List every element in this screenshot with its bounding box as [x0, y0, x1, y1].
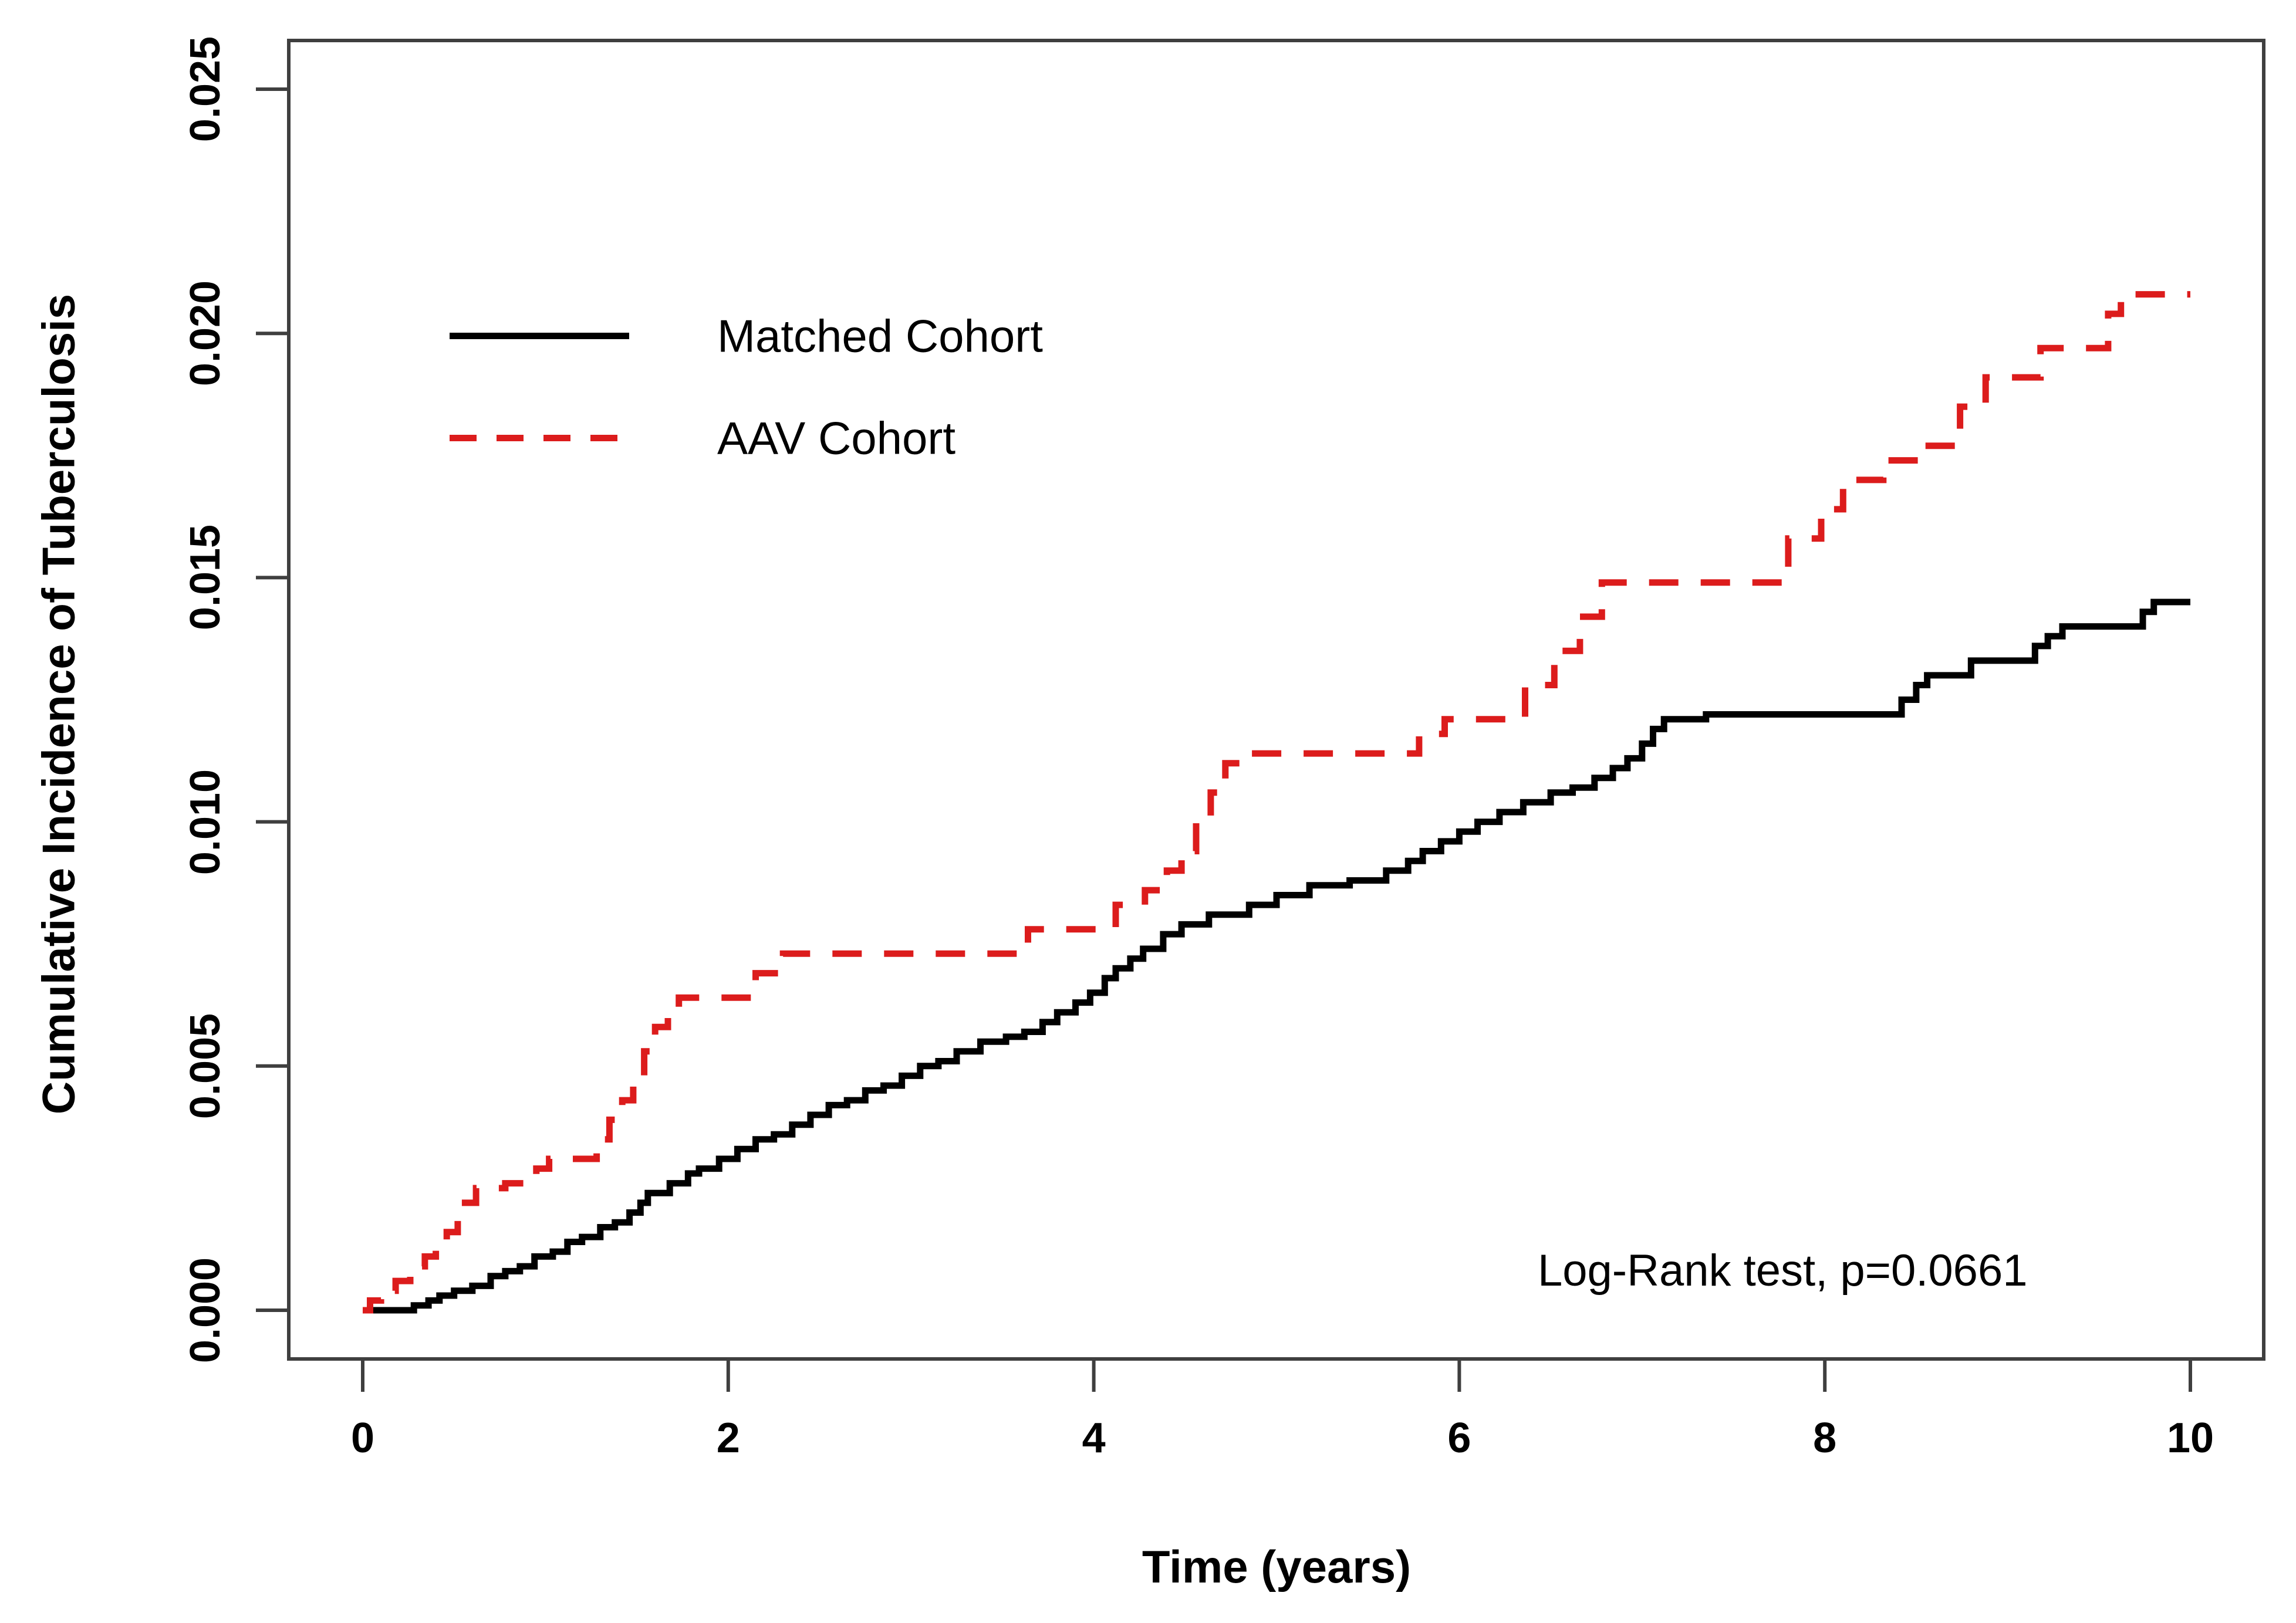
matched-cohort-line-sample [450, 333, 629, 339]
y-axis-title: Cumulative Incidence of Tuberculosis [32, 293, 85, 1115]
matched-cohort-curve [363, 599, 2190, 1314]
x-tick-label: 4 [1082, 1415, 1106, 1462]
x-tick-label: 10 [2166, 1415, 2214, 1462]
x-axis-ticks [361, 1359, 2192, 1392]
x-axis-title: Time (years) [1142, 1541, 1412, 1592]
y-tick-label: 0.020 [182, 280, 229, 387]
y-tick-label: 0.000 [182, 1257, 229, 1364]
legend-label-matched: Matched Cohort [717, 310, 1043, 362]
legend-label-aav: AAV Cohort [717, 412, 956, 464]
y-axis-ticks [256, 87, 289, 1312]
y-tick-label: 0.005 [182, 1013, 229, 1119]
aav-cohort-line-sample [450, 435, 629, 441]
y-tick-label: 0.015 [182, 525, 229, 631]
log-rank-annotation: Log-Rank test, p=0.0661 [1538, 1246, 2028, 1296]
x-tick-label: 6 [1447, 1415, 1471, 1462]
x-tick-label: 0 [350, 1415, 375, 1462]
y-tick-label: 0.025 [182, 36, 229, 143]
x-tick-label: 8 [1813, 1415, 1837, 1462]
x-tick-label: 2 [716, 1415, 740, 1462]
aav-cohort-curve [363, 291, 2190, 1314]
plot-frame [287, 39, 2265, 1361]
y-tick-label: 0.010 [182, 769, 229, 875]
